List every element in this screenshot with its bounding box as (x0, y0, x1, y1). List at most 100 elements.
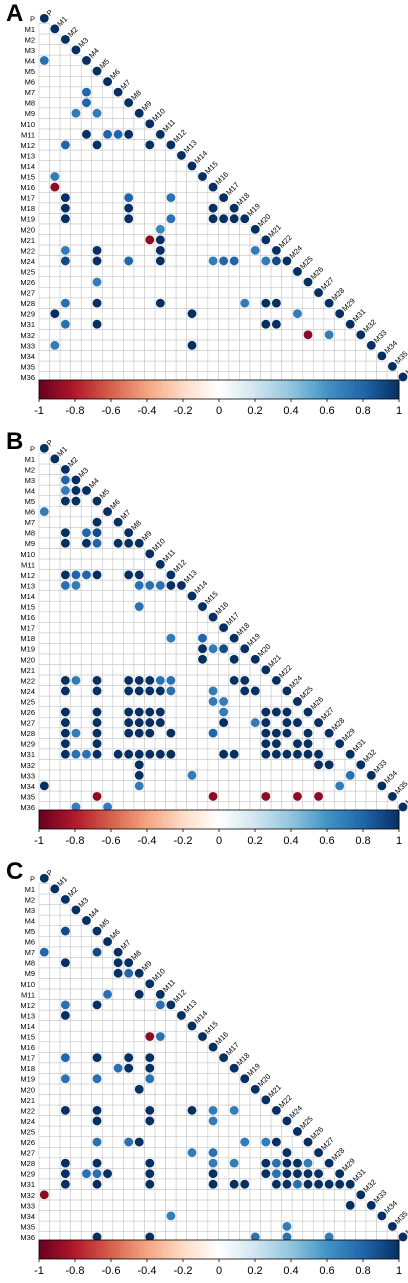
panel-c-grid-cell (133, 1199, 145, 1211)
panel-a-grid-cell (260, 244, 272, 256)
panel-b-colorbar-segment (87, 810, 91, 829)
panel-a-correlation-point (155, 245, 165, 255)
panel-b-grid-cell (102, 632, 114, 644)
panel-b-grid-cell (207, 653, 219, 665)
panel-b-grid-cell (102, 706, 114, 718)
panel-c-colorbar-segment (210, 1240, 214, 1259)
panel-c-grid-cell (102, 999, 114, 1011)
panel-a-grid-cell (133, 265, 145, 278)
panel-a-grid-cell (154, 329, 166, 341)
panel-b-colorbar-segment (135, 810, 139, 829)
panel-c-colorbar-segment (156, 1240, 160, 1259)
panel-b-grid-cell (80, 653, 93, 665)
panel-b-row-label: M3 (25, 476, 35, 485)
panel-b-grid-cell (80, 611, 93, 623)
panel-a-grid-cell (355, 350, 367, 362)
panel-b-grid-cell (123, 643, 135, 655)
panel-c-grid-cell (249, 1189, 261, 1201)
panel-b-grid-cell (38, 727, 50, 739)
panel-c-colorbar-segment (324, 1240, 328, 1259)
panel-a-grid-cell (175, 170, 187, 183)
panel-b-grid-cell (49, 716, 61, 729)
panel-b-grid-cell (70, 695, 82, 708)
panel-a-grid-cell (175, 308, 187, 320)
panel-a-grid-cell (112, 329, 124, 341)
panel-b-grid-cell (102, 716, 114, 729)
panel-c-diagonal-point (50, 884, 60, 894)
panel-a-diagonal-point (387, 361, 397, 371)
panel-c-colorbar-segment (99, 1240, 103, 1259)
panel-a-grid-cell (270, 339, 282, 351)
panel-c-correlation-point (155, 1000, 165, 1010)
panel-a-grid-cell (218, 329, 230, 341)
panel-a-grid-cell (133, 128, 145, 140)
panel-b-grid-cell (218, 769, 230, 781)
panel-c-correlation-point (134, 1084, 144, 1094)
panel-b-row-label: M25 (20, 697, 35, 706)
panel-b-grid-cell (38, 484, 50, 497)
panel-a-colorbar-segment (243, 380, 247, 399)
panel-a-grid-cell (38, 276, 50, 288)
panel-b-grid-cell (186, 759, 198, 771)
panel-c-colorbar-segment (84, 1240, 88, 1259)
panel-c-grid-cell (112, 1168, 124, 1180)
panel-a-grid-cell (196, 360, 209, 372)
panel-c-grid-cell (133, 1115, 145, 1127)
panel-a-grid-cell (102, 97, 114, 109)
panel-c-correlation-point (124, 1063, 134, 1073)
panel-a-grid-cell (312, 297, 325, 309)
panel-a-grid-cell (291, 360, 304, 372)
panel-c-row-label: M19 (20, 1075, 35, 1084)
panel-b-grid-cell (49, 590, 61, 602)
panel-c-grid-cell (59, 1094, 71, 1106)
panel-a-grid-cell (59, 118, 71, 130)
panel-b-grid-cell (59, 643, 71, 655)
panel-c-grid-cell (239, 1125, 251, 1138)
panel-c-colorbar-segment (282, 1240, 286, 1259)
panel-a-row-label: M35 (20, 362, 35, 371)
panel-b-grid-cell (270, 759, 282, 771)
panel-b-correlation-point (345, 770, 355, 780)
panel-a-colorbar-segment (72, 380, 76, 399)
panel-a-grid-cell (133, 244, 145, 256)
panel-c-grid-cell (144, 1009, 156, 1022)
panel-c-grid-cell (239, 1199, 251, 1211)
panel-a-grid-cell (102, 286, 114, 299)
panel-a-grid-cell (196, 286, 209, 299)
panel-a-grid-cell (112, 149, 124, 161)
panel-b-grid-cell (323, 769, 335, 781)
panel-c-correlation-point (92, 1000, 102, 1010)
panel-a-grid-cell (70, 244, 82, 256)
panel-c-row-label: M22 (20, 1106, 35, 1115)
panel-b-grid-cell (154, 790, 166, 803)
panel-c-grid-cell (102, 1052, 114, 1064)
panel-a-grid-cell (133, 149, 145, 161)
panel-a-correlation-point (113, 129, 123, 139)
panel-b-diagonal-point (155, 559, 165, 569)
panel-c-grid-cell (38, 1009, 50, 1022)
panel-b-grid-cell (281, 759, 293, 771)
panel-a-grid-cell (218, 276, 230, 288)
panel-b-grid-cell (49, 516, 61, 528)
panel-b-grid-cell (123, 695, 135, 708)
panel-b-grid-cell (144, 643, 156, 655)
panel-a-grid-cell (38, 223, 50, 235)
panel-b-row-label: M26 (20, 708, 35, 717)
panel-a-grid-cell (302, 308, 314, 320)
panel-a-colorbar-segment (57, 380, 61, 399)
panel-c-colorbar-segment (162, 1240, 166, 1259)
panel-c-grid-cell (175, 1199, 187, 1211)
panel-c-grid-cell (228, 1220, 240, 1233)
panel-c-grid-cell (38, 978, 50, 990)
panel-b-grid-cell (334, 769, 346, 781)
panel-a-grid-cell (175, 360, 187, 372)
panel-c-grid-cell (133, 1020, 145, 1032)
panel-c-colorbar-segment (126, 1240, 130, 1259)
panel-a-grid-cell (49, 360, 61, 372)
panel-b-diagonal-label: M15 (203, 589, 220, 606)
panel-c-colorbar-segment (75, 1240, 79, 1259)
panel-b-row-label: M13 (20, 581, 35, 590)
panel-b-grid-cell (91, 664, 103, 676)
panel-b-grid-cell (249, 769, 261, 781)
panel-c-grid-cell (154, 1009, 166, 1022)
